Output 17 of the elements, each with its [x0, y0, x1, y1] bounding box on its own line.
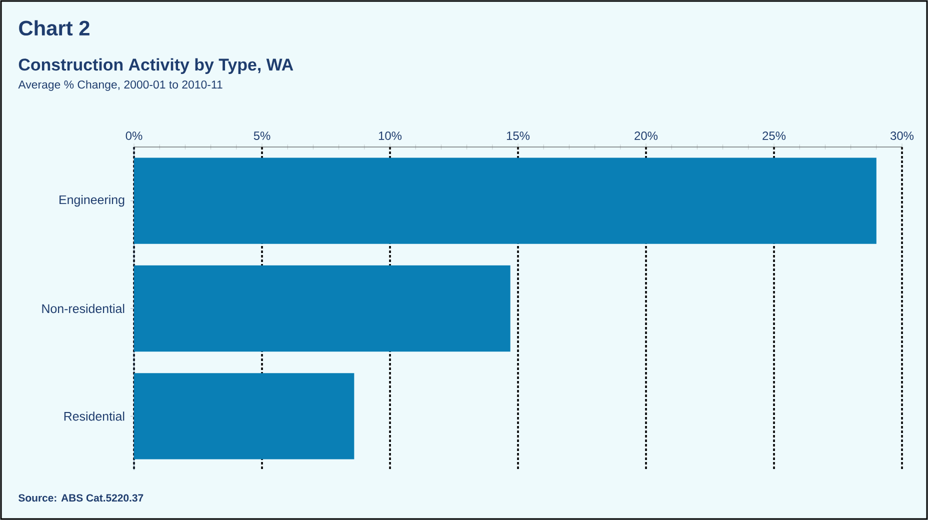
x-tick-label: 0% [126, 132, 142, 140]
bar [134, 265, 510, 352]
x-tick-label: 5% [254, 132, 270, 140]
y-tick-label: Residential [64, 412, 124, 421]
bar [134, 158, 876, 244]
y-tick-label: Non-residential [42, 304, 124, 314]
source-note: Source: ABS Cat.5220.37 [18, 494, 144, 502]
x-tick-label: 15% [506, 132, 530, 140]
x-tick-label: 30% [890, 132, 914, 140]
y-tick-label: Engineering [60, 195, 124, 207]
bar [134, 373, 354, 460]
x-tick-label: 20% [634, 132, 658, 140]
x-tick-label: 10% [378, 132, 402, 140]
text: Average % Change, 2000-01 to 2010-11 [18, 80, 222, 91]
chart-title: Chart 2 [19, 20, 90, 36]
x-tick-label: 25% [762, 132, 786, 140]
chart-subtitle: Construction Activity by Type, WA [18, 58, 294, 74]
